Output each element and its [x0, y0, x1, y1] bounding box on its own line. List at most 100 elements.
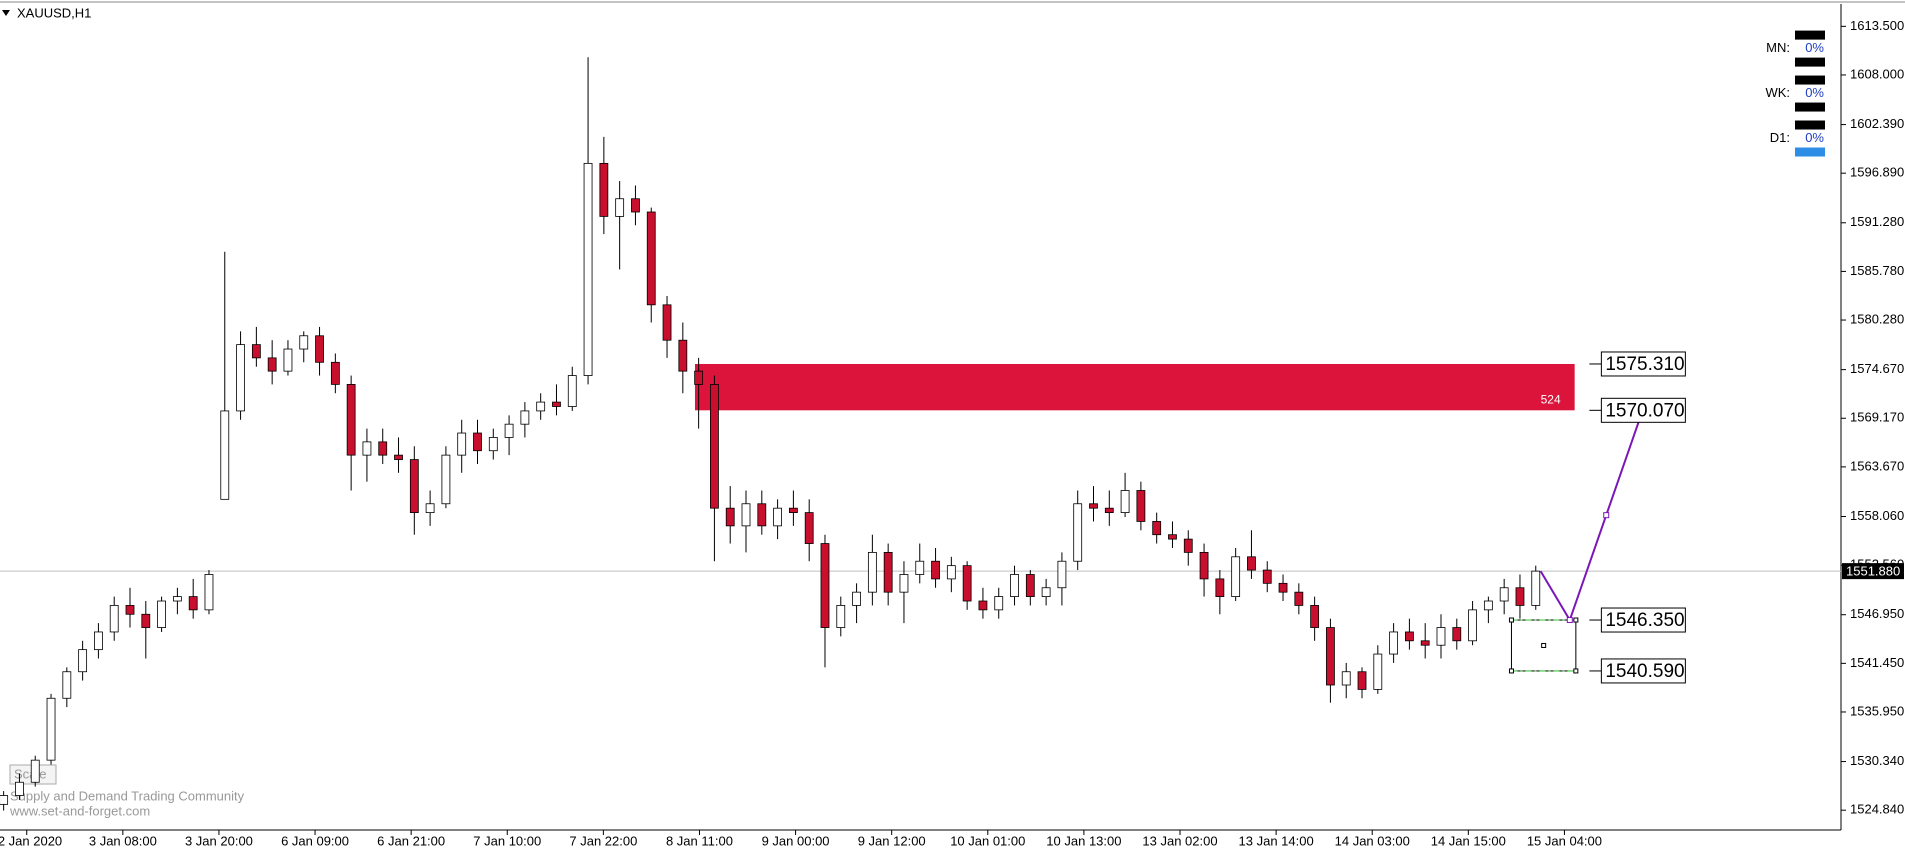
candle-body-up [1483, 600, 1493, 611]
price-label: 1546.350 [1605, 610, 1684, 631]
menu-icon[interactable] [2, 10, 10, 16]
box-handle[interactable] [1541, 642, 1547, 648]
candle-body-up [1041, 587, 1051, 597]
candle-body-up [1010, 574, 1019, 597]
candle-body-down [1278, 582, 1288, 593]
panel-label: WK: [1765, 85, 1790, 100]
box-handle[interactable] [1573, 617, 1579, 623]
candle-body-up [567, 375, 577, 407]
candle-body-up [852, 591, 861, 606]
panel-bar [1795, 147, 1825, 157]
candle-body-up [1531, 570, 1541, 606]
panel-bar [1795, 120, 1825, 130]
candle-body-down [678, 339, 688, 372]
candle-body-down [1405, 631, 1414, 642]
x-tick-label: 10 Jan 13:00 [1046, 833, 1121, 848]
candle-body-up [1389, 631, 1399, 655]
price-label-box [1600, 351, 1686, 377]
candle-body-down [188, 596, 198, 611]
candle-body-up [0, 795, 9, 805]
candle-body-up [520, 410, 530, 425]
candle-body-down [315, 335, 324, 363]
panel-value: 0% [1805, 130, 1824, 145]
candle-body-up [741, 503, 751, 527]
y-tick-label: 1541.450 [1850, 655, 1904, 670]
candle-body-up [457, 432, 467, 456]
scale-button-label[interactable]: Scale [14, 766, 47, 781]
x-tick-label: 8 Jan 11:00 [666, 833, 733, 848]
candle-body-down [267, 357, 277, 372]
candle-body-up [583, 162, 593, 376]
candle-body-down [1262, 569, 1272, 584]
candle-body-down [378, 441, 388, 456]
candle-body-up [441, 454, 451, 505]
x-tick-label: 7 Jan 10:00 [473, 833, 541, 848]
candle-body-up [504, 423, 514, 438]
supply-zone [694, 363, 1575, 411]
x-tick-label: 7 Jan 22:00 [569, 833, 637, 848]
panel-label: MN: [1766, 40, 1790, 55]
price-label: 1570.070 [1605, 400, 1684, 421]
x-tick-label: 9 Jan 12:00 [858, 833, 926, 848]
box-handle[interactable] [1508, 617, 1514, 623]
candle-body-down [1452, 627, 1462, 642]
candle-body-down [883, 551, 893, 593]
zone-label: 524 [1541, 392, 1561, 406]
candle-body-up [1499, 587, 1509, 602]
box-handle[interactable] [1508, 668, 1514, 674]
watermark-line: Supply and Demand Trading Community [10, 788, 245, 803]
candle-body-down [409, 459, 419, 514]
candle-body-up [172, 596, 182, 602]
candle-body-up [62, 671, 72, 699]
candle-body-up [1057, 560, 1067, 589]
candle-body-up [867, 551, 877, 593]
price-label: 1575.310 [1605, 354, 1684, 375]
watermark-url: www.set-and-forget.com [9, 803, 150, 818]
candle-body-up [1120, 490, 1130, 514]
x-tick-label: 13 Jan 14:00 [1239, 833, 1314, 848]
candle-body-up [283, 348, 293, 372]
candle-body-down [1136, 490, 1146, 522]
candle-body-down [251, 344, 261, 359]
candle-body-down [962, 565, 972, 602]
candle-body-up [1468, 609, 1477, 642]
price-label-box [1600, 658, 1686, 684]
projection-handle[interactable] [1603, 512, 1610, 519]
candle-body-down [725, 507, 735, 527]
y-tick-label: 1558.060 [1850, 508, 1904, 523]
candle-body-up [1073, 503, 1083, 562]
candle-body-up [94, 631, 103, 651]
y-tick-label: 1608.000 [1850, 66, 1904, 81]
candle-body-down [757, 503, 767, 527]
candle-body-down [804, 512, 814, 544]
panel-bar [1795, 57, 1825, 67]
candle-body-up [488, 437, 498, 452]
box-handle[interactable] [1573, 668, 1579, 674]
projection-handle[interactable] [1566, 617, 1573, 624]
chart-title: XAUUSD,H1 [17, 5, 91, 20]
y-tick-label: 1613.500 [1850, 18, 1904, 33]
candle-body-down [820, 543, 830, 628]
candle-body-up [46, 697, 56, 761]
candle-body-up [15, 781, 24, 796]
candle-body-down [662, 304, 672, 341]
candle-body-down [1089, 503, 1098, 509]
candle-body-down [1025, 574, 1035, 597]
candle-body-down [1215, 578, 1225, 597]
candle-body-down [330, 361, 340, 385]
candle-body-down [788, 507, 798, 514]
candle-body-up [836, 605, 846, 628]
candle-body-up [1341, 671, 1351, 686]
candle-body-up [899, 574, 909, 593]
candle-body-down [1310, 605, 1320, 628]
candle-body-down [1326, 627, 1335, 686]
candle-body-up [30, 759, 40, 783]
candle-body-up [773, 507, 782, 527]
panel-bar [1795, 30, 1825, 40]
y-tick-label: 1574.670 [1850, 361, 1904, 376]
candle-body-down [1199, 551, 1209, 580]
candle-body-up [157, 600, 166, 628]
price-label: 1540.590 [1605, 661, 1684, 682]
candle-body-down [1168, 534, 1177, 540]
panel-bar [1795, 75, 1825, 85]
